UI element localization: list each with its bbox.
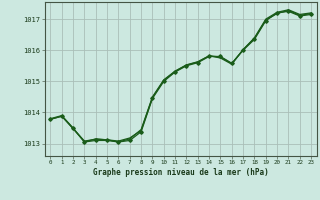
X-axis label: Graphe pression niveau de la mer (hPa): Graphe pression niveau de la mer (hPa) [93,168,269,177]
